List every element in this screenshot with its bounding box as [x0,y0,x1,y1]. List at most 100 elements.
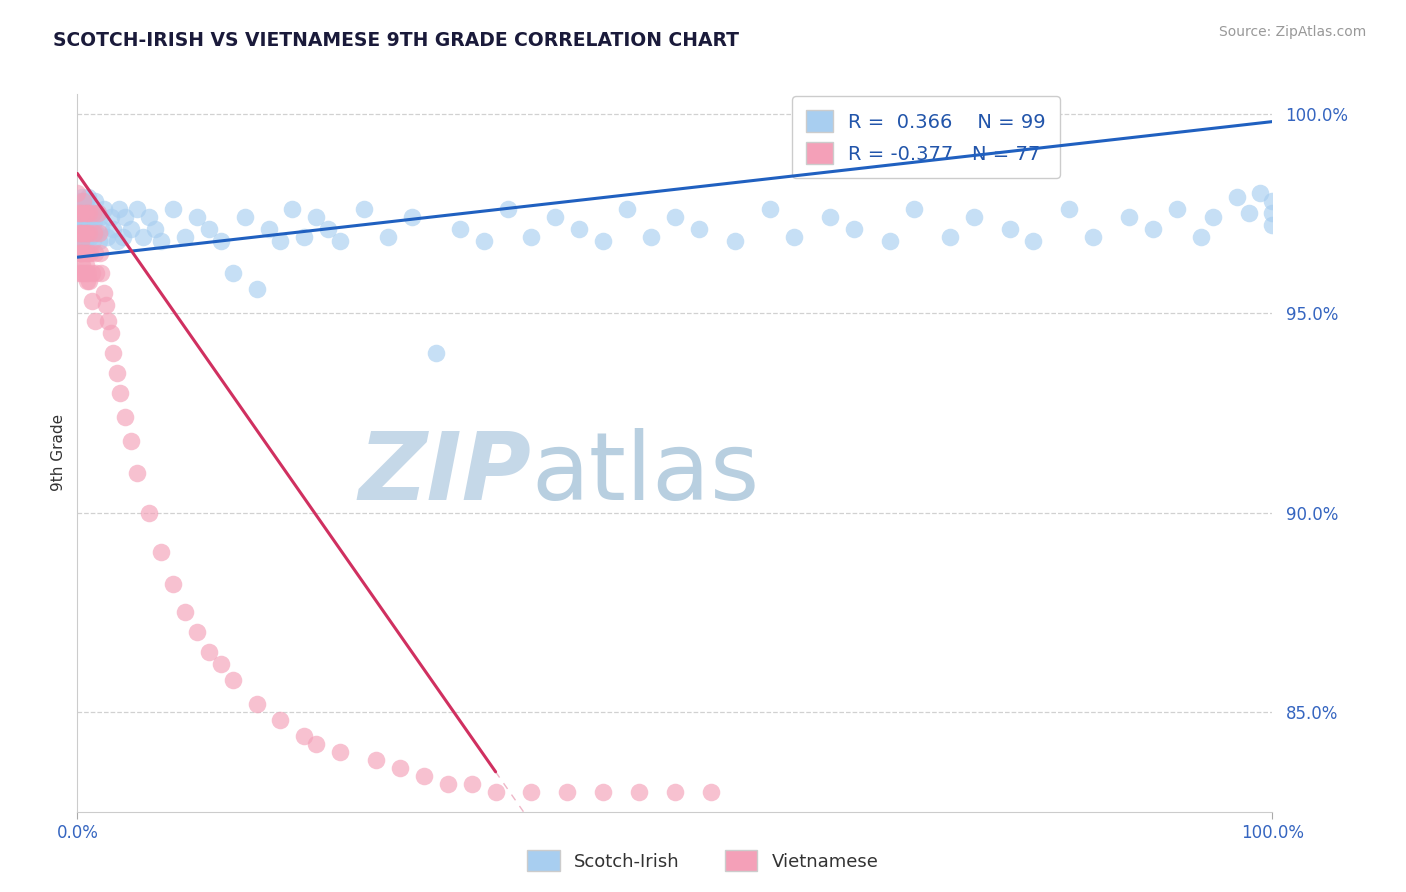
Point [401,211,423,225]
Point [79,222,101,236]
Point [84,194,107,209]
Point [222,673,245,687]
Legend: Scotch-Irish, Vietnamese: Scotch-Irish, Vietnamese [520,843,886,879]
Point [69,206,91,220]
Point [879,234,901,248]
Point [66,206,89,220]
Point [388,761,412,775]
Point [162,577,184,591]
Point [759,202,782,217]
Point [79,230,101,244]
Point [110,385,132,400]
Point [281,202,304,217]
Point [162,202,184,217]
Point [222,266,245,280]
Point [114,211,136,225]
Point [437,777,460,791]
Point [472,234,495,248]
Point [76,274,98,288]
Point [69,227,91,241]
Point [127,466,149,480]
Point [93,202,115,217]
Point [75,194,97,209]
Point [820,211,842,225]
Point [233,211,256,225]
Point [592,234,614,248]
Point [75,246,97,260]
Point [82,234,104,248]
Point [353,202,375,217]
Point [67,227,90,241]
Point [77,211,100,225]
Point [688,222,710,236]
Point [75,258,97,272]
Point [305,737,328,751]
Point [76,206,98,220]
Point [93,286,115,301]
Point [84,246,107,260]
Point [87,234,110,248]
Point [461,777,484,791]
Point [664,785,686,799]
Point [998,222,1021,236]
Point [270,234,292,248]
Point [73,234,96,248]
Point [197,645,219,659]
Point [69,206,91,220]
Point [111,230,134,244]
Point [79,202,101,217]
Point [724,234,747,248]
Point [449,222,471,236]
Point [186,625,208,640]
Point [72,266,94,280]
Point [186,211,208,225]
Point [105,366,128,380]
Point [1237,206,1260,220]
Point [89,211,111,225]
Point [79,246,101,260]
Point [127,202,149,217]
Legend: R =  0.366    N = 99, R = -0.377   N = 77: R = 0.366 N = 99, R = -0.377 N = 77 [792,96,1060,178]
Point [292,230,315,244]
Point [69,246,91,260]
Point [70,234,93,248]
Point [76,206,98,220]
Point [76,227,98,241]
Point [318,222,340,236]
Point [1022,234,1045,248]
Point [557,785,579,799]
Point [73,214,96,228]
Point [70,266,93,280]
Point [103,222,124,236]
Point [664,211,686,225]
Point [1059,202,1081,217]
Point [246,697,269,711]
Point [150,545,173,559]
Point [592,785,614,799]
Point [1189,230,1212,244]
Point [86,206,108,220]
Point [120,434,142,448]
Point [90,266,112,280]
Point [67,266,90,280]
Point [83,227,105,241]
Point [86,206,108,220]
Point [132,230,155,244]
Point [86,227,108,241]
Point [413,769,436,783]
Point [138,506,160,520]
Point [87,227,110,241]
Point [1083,230,1105,244]
Point [628,785,651,799]
Point [568,222,591,236]
Point [1226,190,1249,204]
Point [1201,211,1223,225]
Text: atlas: atlas [531,428,759,520]
Point [69,227,91,241]
Point [496,202,519,217]
Point [73,206,96,220]
Point [70,206,93,220]
Point [1118,211,1140,225]
Point [97,314,120,328]
Point [66,234,89,248]
